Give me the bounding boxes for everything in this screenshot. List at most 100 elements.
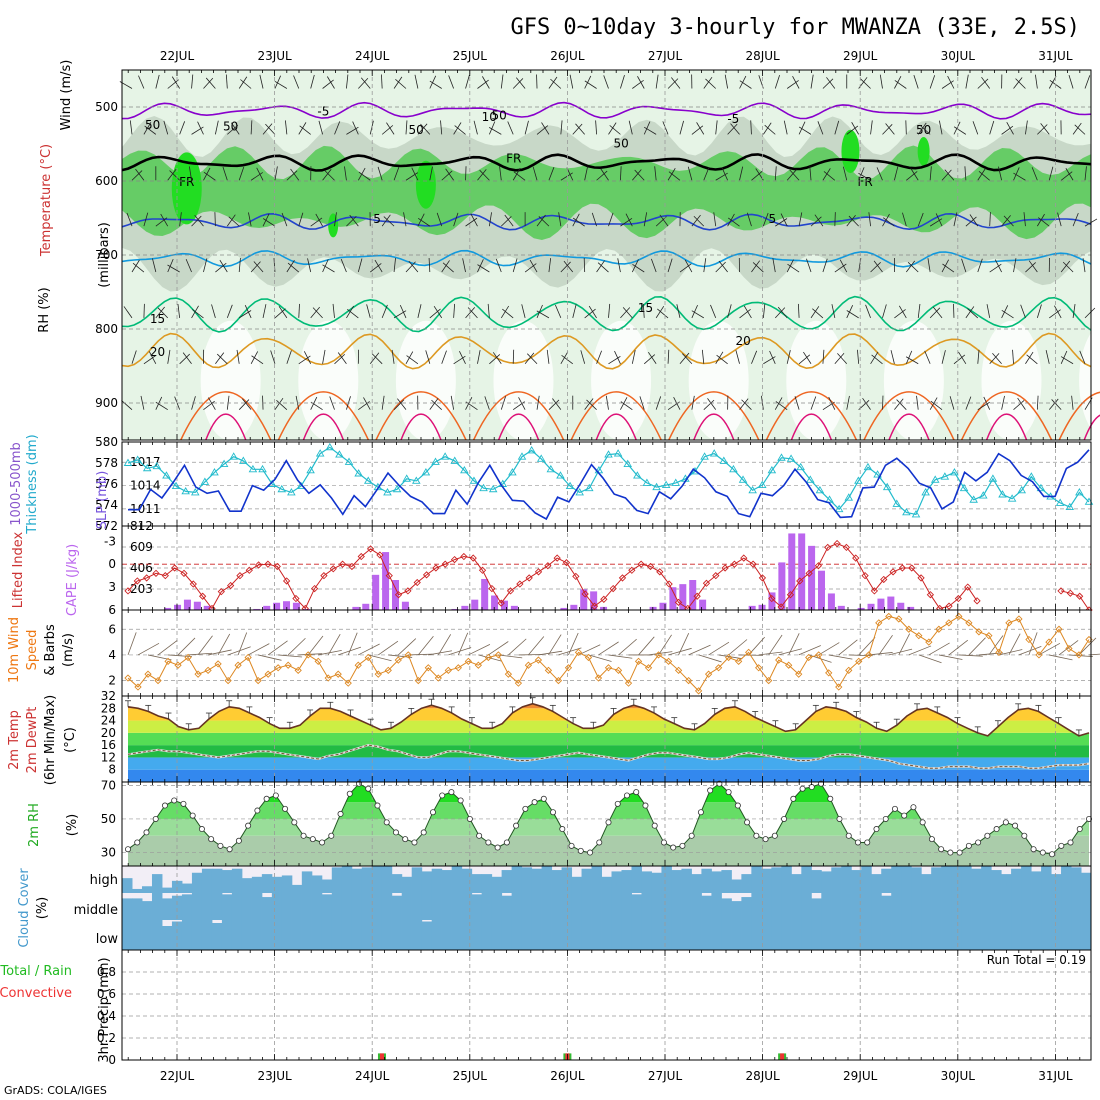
thickness-marker xyxy=(988,474,998,482)
wind-barb xyxy=(568,632,579,656)
thickness-marker xyxy=(1007,494,1017,502)
wind-barb xyxy=(276,399,288,410)
wind-barb xyxy=(242,398,252,410)
cloud-bar-high xyxy=(861,866,872,893)
wind-barb xyxy=(632,264,645,273)
precip-conv-bar xyxy=(780,1053,785,1060)
wind-barb xyxy=(1045,350,1050,364)
rh-marker xyxy=(845,832,852,839)
wind-speed-marker xyxy=(745,648,753,656)
cloud-bar-low xyxy=(1071,920,1082,950)
wind-barb xyxy=(953,212,958,227)
wind-barb xyxy=(763,122,772,135)
cape-bar xyxy=(302,608,310,610)
wind-barb xyxy=(244,305,252,319)
rh-low-area xyxy=(591,320,652,441)
ylabel-rh-unit: (%) xyxy=(65,814,80,837)
wind-barb xyxy=(1025,120,1028,135)
rh-marker xyxy=(1021,832,1028,839)
wind-barb xyxy=(1001,215,1011,227)
wind-barb xyxy=(465,217,478,227)
cloud-bar-high xyxy=(741,874,752,893)
wind-barb xyxy=(318,120,323,135)
wind-barb xyxy=(417,123,428,135)
wind-barb xyxy=(179,212,182,227)
wind-barb xyxy=(676,304,681,318)
wind-barb xyxy=(572,123,583,135)
wind-barb xyxy=(596,350,602,364)
top-day-label: 23JUL xyxy=(257,49,292,63)
cloud-bar-low xyxy=(221,920,233,950)
li-marker xyxy=(973,597,981,605)
li-tick-label: 3 xyxy=(108,580,116,594)
wind-barb xyxy=(814,214,824,227)
rh-marker xyxy=(365,785,372,792)
wind-barb xyxy=(743,305,752,319)
wind-barb xyxy=(433,305,443,319)
wind-barb xyxy=(968,637,986,656)
cloud-bar-high xyxy=(841,866,852,893)
ylabel-thickness: Thickness (dm) xyxy=(25,434,40,534)
thickness-marker xyxy=(210,468,219,476)
rh-low-area xyxy=(981,320,1042,441)
temp-line xyxy=(127,702,1090,737)
ylabel-speed: Speed xyxy=(25,630,40,671)
wind-barb xyxy=(1051,399,1062,410)
ylabel-total-rain: Total / Rain xyxy=(0,964,72,979)
wind-barb xyxy=(256,167,264,181)
wind-speed-marker xyxy=(1025,635,1033,644)
wind-barb xyxy=(885,123,895,135)
wind-barb xyxy=(751,260,761,273)
wind-barb xyxy=(174,396,181,410)
rh-marker xyxy=(457,797,464,804)
thickness-marker xyxy=(219,459,229,467)
cloud-bar-low xyxy=(421,921,433,950)
wind-barb xyxy=(848,654,873,657)
li-marker xyxy=(292,594,300,603)
thickness-marker xyxy=(508,468,517,476)
wind-barb xyxy=(876,167,883,181)
contour-label: FR xyxy=(857,175,872,189)
wind-barb xyxy=(965,306,975,319)
cloud-bar-high xyxy=(281,875,293,893)
thickness-marker xyxy=(383,488,392,496)
bottom-day-label: 23JUL xyxy=(257,1069,292,1083)
wind-barb xyxy=(703,76,713,89)
wind-barb xyxy=(1013,258,1017,273)
wind-barb xyxy=(548,167,555,181)
cloud-bar-low xyxy=(541,920,553,950)
thickness-marker xyxy=(306,465,315,474)
rh-marker xyxy=(993,826,1000,833)
wind-barb xyxy=(381,125,394,135)
cloud-bar-low xyxy=(651,920,662,950)
wind-barb xyxy=(822,78,834,89)
temp-contour-25 xyxy=(765,391,858,441)
temp-contour-25 xyxy=(277,391,370,441)
wind-barb xyxy=(167,79,179,89)
cloud-bar-high xyxy=(481,874,493,893)
wind-speed-marker xyxy=(294,666,302,674)
wind-barb xyxy=(739,80,752,89)
wind-barb xyxy=(1013,400,1025,410)
wind-speed-marker xyxy=(124,674,132,682)
cloud-bar-low xyxy=(211,923,223,950)
cloud-bar-low xyxy=(821,920,832,950)
cloud-bar-low xyxy=(961,920,972,950)
wind-barb xyxy=(989,263,1002,273)
wind-barb xyxy=(1084,75,1091,89)
rh-marker xyxy=(143,829,150,836)
cloud-bar-middle xyxy=(561,893,573,920)
cloud-bar-middle xyxy=(391,895,403,920)
wind-barb xyxy=(155,217,168,227)
wind-speed-marker xyxy=(184,653,192,662)
wind-barb xyxy=(524,352,535,365)
wind-barb xyxy=(248,212,252,227)
wind-barb xyxy=(1037,217,1050,227)
wind-barb xyxy=(238,76,248,89)
wind-barb xyxy=(688,644,711,656)
rh-low-area xyxy=(786,320,847,441)
wind-barb xyxy=(477,259,484,273)
rh-low-area xyxy=(200,320,261,441)
cloud-bar-high xyxy=(391,874,403,893)
